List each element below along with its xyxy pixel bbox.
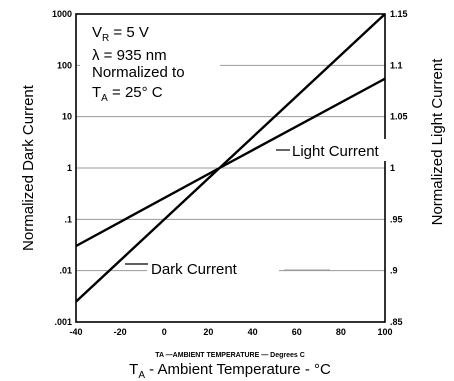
light-current-label: Light Current (292, 143, 380, 160)
light-current-line (75, 77, 386, 248)
x-tick-label: 60 (292, 327, 302, 337)
left-tick-label: .001 (54, 317, 72, 327)
x-axis-label: TA - Ambient Temperature - °C (129, 361, 331, 381)
left-tick-label: .01 (59, 266, 72, 276)
x-tick-label: 40 (248, 327, 258, 337)
left-tick-label: 10 (62, 112, 72, 122)
right-tick-label: 1.1 (390, 60, 403, 70)
left-tick-label: 100 (57, 60, 72, 70)
annotation-background (80, 17, 220, 101)
left-axis-label: Normalized Dark Current (20, 84, 37, 251)
light-current-label-background (290, 139, 418, 161)
right-tick-label: .95 (390, 214, 403, 224)
left-tick-label: 1 (67, 163, 72, 173)
left-tick-label: .1 (64, 214, 72, 224)
right-tick-label: 1.15 (390, 9, 408, 19)
x-axis-small-label: TA —AMBIENT TEMPERATURE — Degrees C (155, 352, 305, 359)
right-tick-label: 1 (390, 163, 395, 173)
x-tick-label: -40 (69, 327, 82, 337)
series-lines (75, 13, 386, 303)
right-tick-label: .85 (390, 317, 403, 327)
plot-frame (75, 13, 386, 323)
annotation-wavelength: λ = 935 nm (92, 47, 167, 64)
right-axis-label: Normalized Light Current (429, 58, 446, 226)
dark-current-label: Dark Current (151, 261, 238, 278)
dark-current-label-background (147, 257, 279, 279)
x-tick-label: 100 (377, 327, 392, 337)
right-tick-label: 1.05 (390, 112, 408, 122)
x-tick-label: -20 (114, 327, 127, 337)
annotation-normalized: Normalized to (92, 64, 185, 81)
annotation-ta: TA = 25° C (92, 84, 163, 104)
x-tick-label: 20 (203, 327, 213, 337)
tick-labels: 1000100101.1.01.0011.151.11.051.95.9.85-… (52, 9, 408, 337)
left-tick-label: 1000 (52, 9, 72, 19)
x-tick-label: 0 (162, 327, 167, 337)
annotation-vr: VR = 5 V (92, 24, 149, 44)
right-tick-label: .9 (390, 266, 398, 276)
x-tick-label: 80 (336, 327, 346, 337)
